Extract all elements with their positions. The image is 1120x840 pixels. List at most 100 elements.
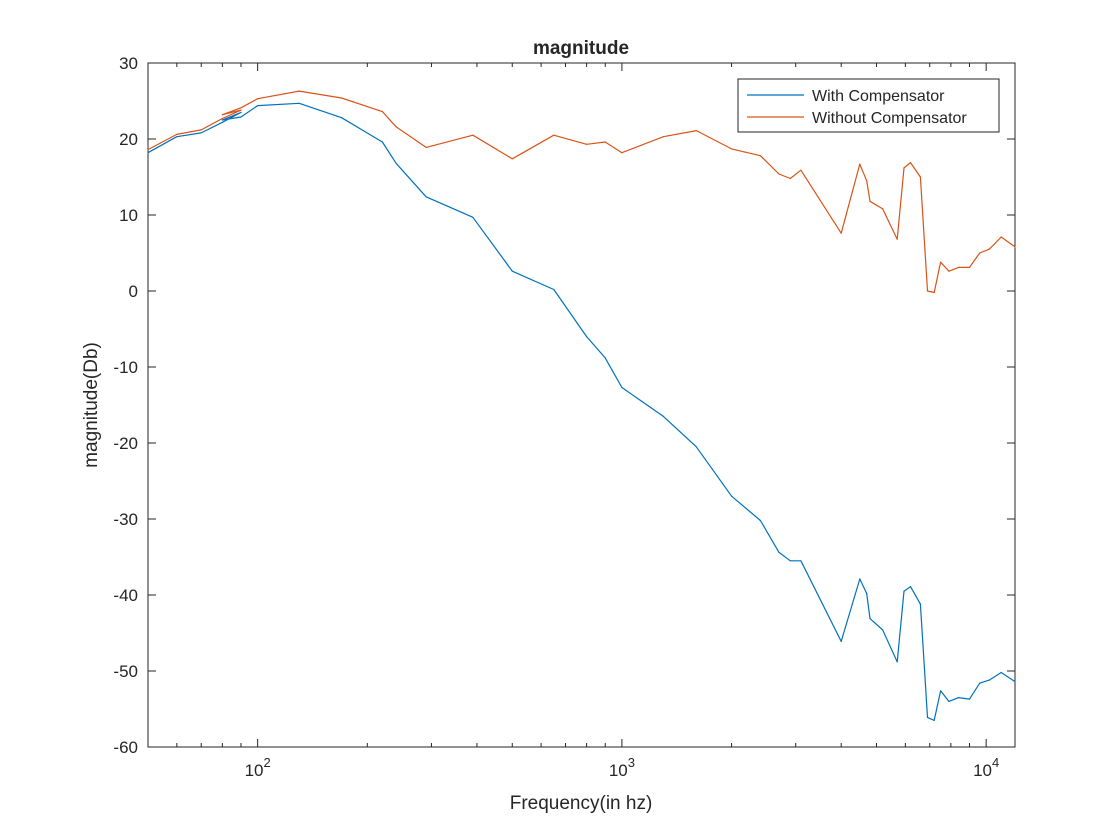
data-point-with-compensator [621, 386, 623, 389]
data-point-without-compensator [341, 97, 343, 99]
data-point-without-compensator [221, 117, 223, 120]
data-point-with-compensator [395, 162, 397, 164]
data-point-without-compensator [840, 232, 842, 234]
data-point-with-compensator [968, 698, 971, 700]
y-tick-label: -60 [113, 738, 138, 757]
data-point-without-compensator [859, 163, 861, 165]
data-point-with-compensator [553, 288, 555, 291]
data-point-with-compensator [840, 640, 842, 643]
data-point-with-compensator [298, 102, 300, 104]
data-point-without-compensator [511, 158, 513, 160]
data-point-without-compensator [896, 238, 898, 240]
data-point-with-compensator [979, 682, 981, 684]
data-point-without-compensator [866, 180, 868, 182]
data-point-with-compensator [341, 117, 343, 119]
data-point-without-compensator [933, 291, 935, 294]
data-point-with-compensator [869, 618, 871, 620]
data-point-without-compensator [695, 130, 697, 132]
data-point-without-compensator [621, 152, 623, 154]
data-point-with-compensator [240, 111, 242, 113]
data-point-with-compensator [240, 116, 242, 118]
data-point-without-compensator [958, 266, 960, 268]
y-tick-label: -40 [113, 586, 138, 605]
y-tick-marks [148, 62, 1015, 748]
data-point-with-compensator [926, 716, 929, 719]
data-point-without-compensator [662, 136, 665, 138]
data-point-without-compensator [869, 200, 871, 202]
data-point-without-compensator [919, 176, 922, 178]
data-point-without-compensator [200, 129, 202, 131]
data-point-without-compensator [176, 133, 178, 135]
data-point-with-compensator [859, 578, 861, 580]
data-point-without-compensator [789, 177, 791, 180]
x-tick-labels: 102 103 104 [245, 755, 1000, 780]
data-point-with-compensator [940, 690, 942, 692]
x-tick-label: 103 [609, 755, 635, 780]
data-point-with-compensator [147, 152, 149, 154]
data-point-with-compensator [866, 592, 868, 595]
data-point-without-compensator [604, 141, 606, 143]
y-tick-label: 0 [129, 282, 138, 301]
y-axis-label: magnitude(Db) [81, 342, 102, 468]
data-point-without-compensator [147, 149, 149, 151]
data-point-without-compensator [298, 90, 300, 92]
x-tick-label: 104 [973, 755, 999, 780]
y-tick-label: -20 [113, 434, 138, 453]
data-point-without-compensator [948, 270, 950, 272]
y-tick-label: 20 [119, 130, 138, 149]
data-point-with-compensator [882, 629, 884, 631]
data-point-with-compensator [988, 679, 990, 681]
data-point-with-compensator [662, 415, 665, 417]
legend: With Compensator Without Compensator [737, 78, 1000, 133]
data-point-with-compensator [1014, 681, 1016, 683]
data-point-without-compensator [1000, 236, 1002, 238]
x-tick-marks [147, 63, 987, 747]
y-tick-label: -30 [113, 510, 138, 529]
data-point-with-compensator [778, 551, 780, 554]
data-point-with-compensator [221, 119, 223, 121]
data-point-with-compensator [425, 196, 427, 198]
data-point-without-compensator [731, 148, 733, 150]
data-point-with-compensator [586, 336, 588, 338]
x-tick-label: 102 [245, 755, 271, 780]
legend-box [737, 78, 1000, 133]
data-point-without-compensator [425, 146, 427, 148]
data-point-with-compensator [919, 603, 922, 605]
data-point-with-compensator [909, 586, 912, 588]
data-point-without-compensator [395, 126, 397, 128]
y-tick-label: 30 [119, 54, 138, 73]
data-point-without-compensator [979, 252, 981, 254]
data-point-with-compensator [789, 560, 791, 562]
plot-area [147, 62, 1016, 748]
data-point-without-compensator [381, 111, 383, 113]
legend-label-with-compensator: With Compensator [812, 88, 945, 105]
data-point-without-compensator [759, 155, 762, 157]
series-layer [147, 90, 1016, 722]
data-point-without-compensator [240, 109, 242, 111]
data-point-without-compensator [988, 248, 990, 250]
data-point-with-compensator [176, 136, 178, 138]
data-point-with-compensator [221, 121, 223, 123]
data-point-without-compensator [940, 261, 942, 263]
data-point-with-compensator [511, 270, 513, 272]
data-point-with-compensator [903, 590, 905, 592]
data-point-without-compensator [240, 107, 242, 109]
y-tick-label: -10 [113, 358, 138, 377]
data-point-without-compensator [778, 173, 780, 175]
data-point-with-compensator [257, 105, 259, 107]
data-point-with-compensator [948, 700, 950, 703]
data-point-with-compensator [933, 719, 935, 722]
data-point-with-compensator [1000, 671, 1002, 674]
data-point-without-compensator [472, 134, 474, 136]
y-tick-label: -50 [113, 662, 138, 681]
legend-label-without-compensator: Without Compensator [812, 110, 967, 127]
data-point-without-compensator [926, 290, 929, 292]
data-point-without-compensator [221, 114, 223, 116]
x-axis-label: Frequency(in hz) [510, 793, 653, 814]
data-point-with-compensator [958, 697, 960, 699]
data-point-without-compensator [586, 143, 588, 145]
data-point-without-compensator [257, 98, 259, 100]
data-point-with-compensator [200, 132, 202, 134]
data-point-without-compensator [1014, 246, 1016, 248]
